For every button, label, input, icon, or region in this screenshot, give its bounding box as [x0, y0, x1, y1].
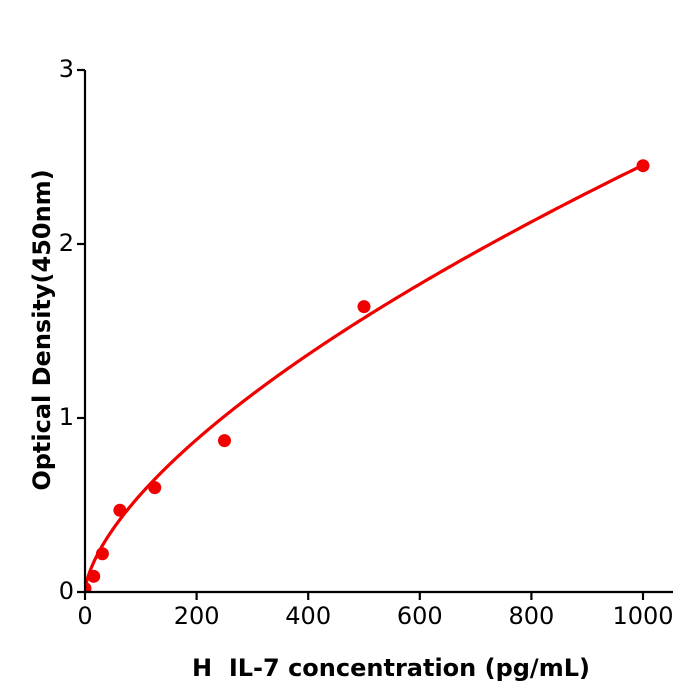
x-tick-label: 1000	[612, 602, 673, 630]
data-point	[85, 582, 92, 592]
axis-spines	[83, 70, 673, 594]
data-point	[218, 434, 231, 448]
y-tick-label: 3	[59, 55, 74, 83]
data-point	[87, 569, 101, 583]
x-tick-label: 400	[285, 602, 331, 630]
fit-curve	[85, 163, 645, 592]
y-tick-label: 1	[59, 403, 74, 431]
y-tick-label: 2	[59, 229, 74, 257]
plot-area	[85, 159, 650, 592]
data-point	[113, 503, 127, 517]
x-tick-label: 0	[77, 602, 92, 630]
x-axis-title: H IL-7 concentration (pg/mL)	[192, 654, 590, 682]
y-axis-title: Optical Density(450nm)	[28, 169, 56, 491]
data-point	[95, 547, 109, 561]
data-point	[357, 300, 371, 314]
y-tick-label: 0	[59, 577, 74, 605]
data-point	[148, 481, 162, 495]
data-point	[636, 159, 650, 173]
x-tick-label: 200	[174, 602, 220, 630]
x-tick-label: 800	[508, 602, 554, 630]
x-tick-label: 600	[397, 602, 443, 630]
